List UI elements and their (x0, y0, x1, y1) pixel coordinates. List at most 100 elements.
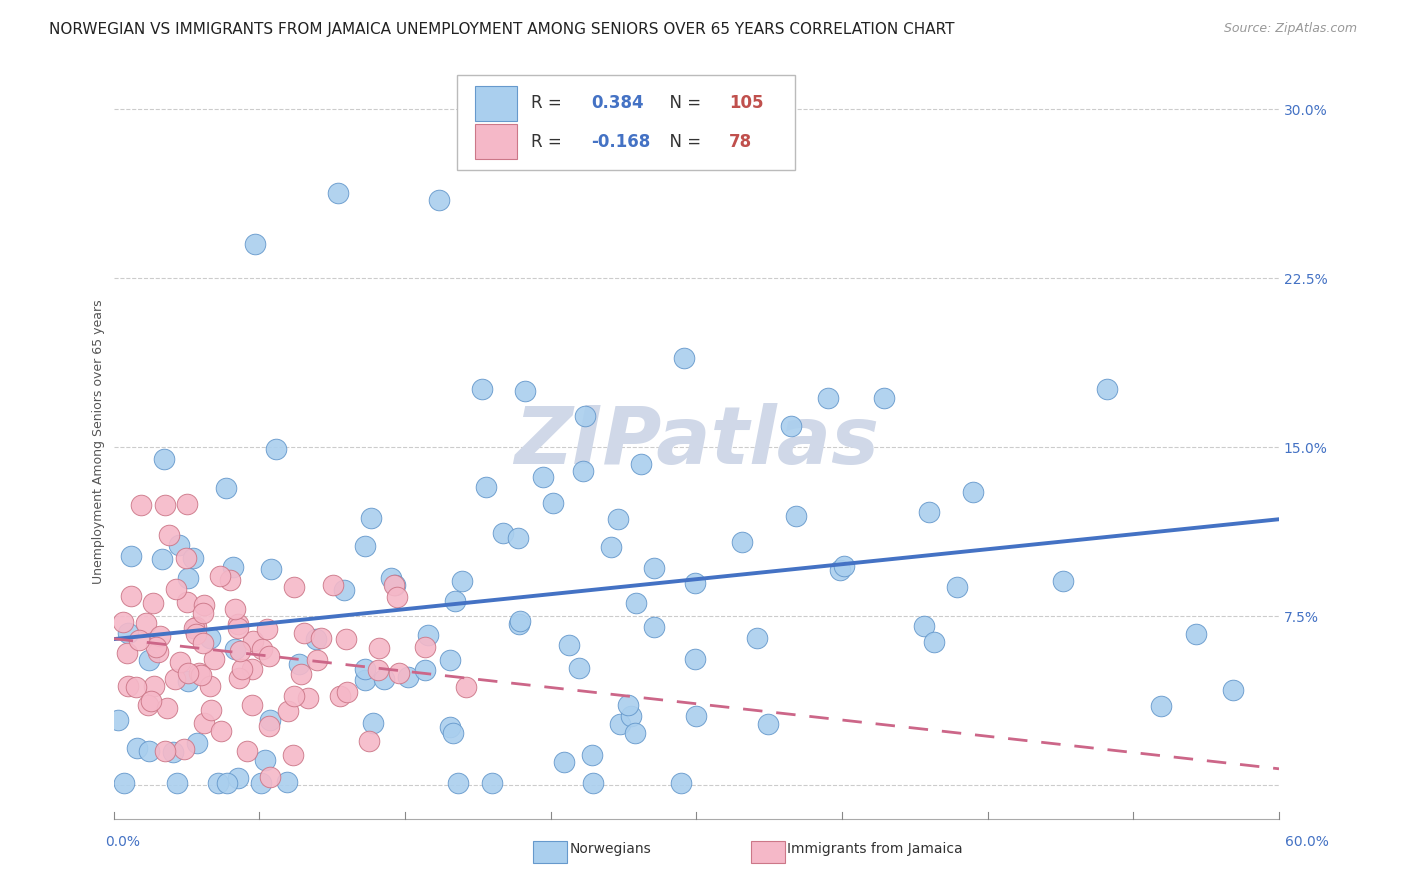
Y-axis label: Unemployment Among Seniors over 65 years: Unemployment Among Seniors over 65 years (93, 299, 105, 584)
Point (183, 621, 205, 635)
Text: ZIPatlas: ZIPatlas (513, 402, 879, 481)
Point (240, 698, 263, 712)
Point (209, 723, 232, 738)
Point (683, 575, 706, 590)
Point (222, 559, 245, 574)
Point (283, 580, 305, 594)
Point (685, 709, 707, 723)
Point (169, 655, 191, 669)
Point (174, 550, 197, 565)
Point (683, 652, 706, 666)
Point (780, 419, 803, 434)
Point (190, 668, 212, 682)
Point (353, 673, 375, 687)
Point (259, 713, 281, 727)
Point (922, 635, 945, 649)
Point (474, 480, 496, 494)
Point (962, 484, 984, 499)
Text: 78: 78 (728, 133, 752, 151)
Point (620, 709, 643, 723)
Point (150, 552, 173, 566)
Point (531, 470, 554, 484)
Point (229, 643, 252, 657)
Point (333, 583, 356, 598)
Point (191, 636, 214, 650)
Point (188, 666, 211, 681)
Point (450, 574, 472, 589)
Point (215, 776, 238, 790)
Point (250, 642, 273, 657)
Point (292, 626, 315, 640)
Point (198, 632, 221, 646)
Point (288, 657, 311, 671)
Text: Immigrants from Jamaica: Immigrants from Jamaica (787, 842, 963, 856)
Point (193, 716, 215, 731)
Point (600, 540, 623, 554)
Point (153, 498, 176, 512)
Point (153, 744, 176, 758)
Point (120, 549, 142, 563)
Point (202, 651, 225, 665)
Point (191, 606, 214, 620)
Point (127, 740, 149, 755)
Point (166, 776, 188, 790)
Point (128, 632, 150, 647)
Point (254, 753, 277, 767)
Point (756, 717, 779, 731)
Point (152, 452, 174, 467)
Point (384, 578, 406, 592)
Point (1097, 382, 1119, 396)
Point (630, 458, 652, 472)
Text: 105: 105 (728, 95, 763, 112)
Point (309, 632, 332, 646)
Point (297, 690, 319, 705)
Point (143, 679, 166, 693)
Point (290, 667, 312, 681)
Point (138, 698, 160, 712)
Point (141, 694, 163, 708)
Point (117, 679, 139, 693)
Point (828, 563, 851, 577)
Point (558, 638, 581, 652)
Point (606, 512, 628, 526)
Point (508, 616, 530, 631)
Point (541, 496, 564, 510)
Point (177, 674, 200, 689)
Point (817, 391, 839, 405)
Point (568, 661, 591, 675)
Point (157, 528, 180, 542)
Point (873, 391, 896, 405)
Point (506, 531, 529, 545)
Point (917, 505, 939, 519)
Point (156, 701, 179, 715)
Point (115, 646, 138, 660)
Point (388, 665, 411, 680)
Point (441, 726, 464, 740)
Point (120, 589, 142, 603)
Point (367, 663, 389, 677)
Text: 0.384: 0.384 (592, 95, 644, 112)
Point (149, 629, 172, 643)
Point (260, 562, 283, 576)
Text: 60.0%: 60.0% (1285, 835, 1329, 848)
Point (162, 745, 184, 759)
Point (413, 640, 436, 655)
Point (240, 662, 263, 676)
Point (176, 595, 198, 609)
Point (125, 680, 148, 694)
Point (624, 596, 647, 610)
Point (163, 673, 186, 687)
Point (669, 776, 692, 790)
Point (643, 620, 665, 634)
Point (322, 578, 344, 592)
Point (1052, 574, 1074, 588)
Point (387, 590, 409, 604)
Point (146, 645, 169, 659)
Point (572, 464, 595, 478)
Point (169, 538, 191, 552)
Point (117, 625, 139, 640)
Text: R =: R = (531, 133, 567, 151)
Point (396, 670, 419, 684)
Point (305, 632, 328, 646)
Point (231, 662, 253, 676)
